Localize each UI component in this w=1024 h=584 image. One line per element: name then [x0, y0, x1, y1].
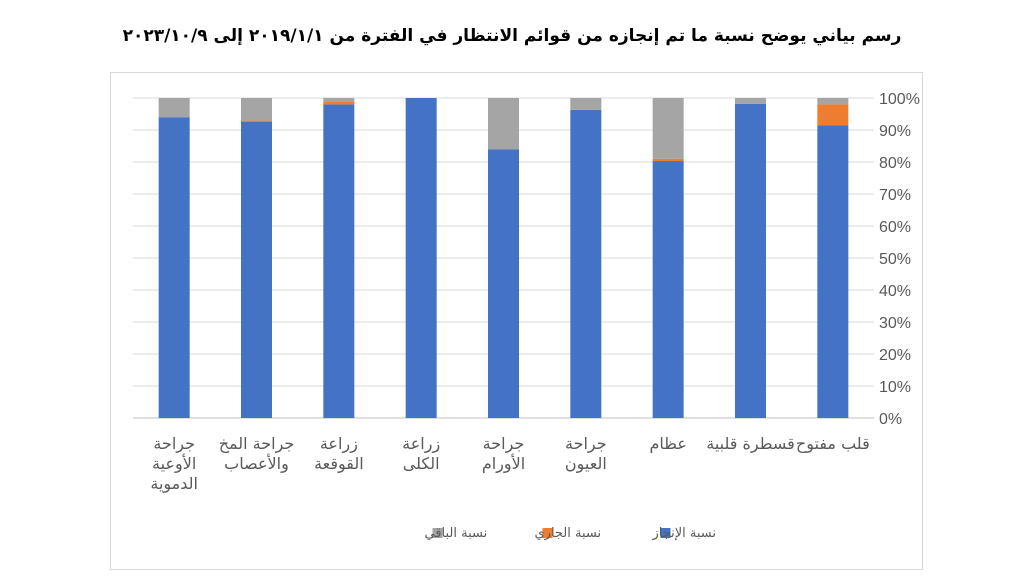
legend-label: نسبة الجاري [535, 526, 602, 541]
bar-segment-3 [817, 98, 849, 105]
y-tick-label: 50% [879, 251, 911, 268]
legend: نسبة الإنجاز نسبة الجاري نسبة الباقي [425, 526, 717, 541]
y-tick-label: 60% [879, 219, 911, 236]
x-axis-label: قلب مفتوح [796, 434, 870, 454]
x-axis-label: زراعة [320, 434, 358, 454]
x-axis-label: جراحة [153, 434, 195, 454]
bar-segment-3 [323, 98, 355, 102]
legend-swatch [660, 528, 671, 538]
bar-segment-3 [652, 98, 684, 159]
x-axis-label: الأورام [482, 453, 525, 474]
bars [158, 98, 849, 419]
x-axis-label: القوقعة [314, 454, 364, 474]
x-axis-label: جراحة [565, 434, 607, 454]
legend-swatch [432, 528, 443, 538]
bar-segment-3 [570, 98, 602, 110]
y-tick-label: 0% [879, 411, 902, 428]
bar-segment-1 [158, 117, 190, 418]
bar-segment-1 [323, 104, 355, 419]
legend-label: نسبة الباقي [425, 526, 488, 541]
x-axis-label: والأعصاب [224, 453, 289, 474]
bar-segment-1 [241, 122, 272, 418]
bar-segment-3 [158, 98, 190, 118]
x-axis-label: جراحة [483, 434, 525, 454]
bar-segment-1 [570, 109, 602, 418]
y-tick-label: 20% [879, 347, 911, 364]
chart-title: رسم بياني يوضح نسبة ما تم إنجازه من قوائ… [122, 26, 902, 46]
bar-segment-2 [323, 101, 355, 105]
bar-segment-1 [652, 161, 684, 418]
bar-segment-2 [817, 104, 849, 126]
bar-segment-3 [241, 98, 272, 121]
y-tick-label: 40% [879, 283, 911, 300]
bar-segment-1 [488, 149, 519, 418]
legend-label: نسبة الإنجاز [652, 526, 717, 541]
x-axis-label: قسطرة قلبية [706, 434, 795, 454]
x-axis-label: الدموية [150, 474, 198, 494]
legend-swatch [542, 528, 553, 538]
x-axis-label: عظام [649, 434, 686, 453]
chart-frame: 0% 10% 20% 30% 40% 50% 60% 70% 80% 90% 100% جراحة ا… [110, 72, 923, 570]
x-axis-label: جراحة المخ [219, 434, 295, 454]
x-axis-label: العيون [565, 454, 607, 474]
y-axis-ticks: 0% 10% 20% 30% 40% 50% 60% 70% 80% 90% 100% [879, 91, 920, 428]
bar-segment-1 [735, 103, 766, 418]
x-axis-label: الأوعية [152, 453, 196, 474]
bar-segment-3 [488, 98, 519, 150]
y-tick-label: 70% [879, 187, 911, 204]
x-axis-label: زراعة [402, 434, 440, 454]
y-tick-label: 30% [879, 315, 911, 332]
stacked-bar-chart: 0%10%20%30%40%50%60%70%80%90%100% جراحةا… [133, 91, 920, 541]
bar-segment-1 [405, 98, 437, 418]
x-axis-label: الكلى [403, 454, 440, 473]
y-tick-label: 80% [879, 155, 911, 172]
bar-segment-2 [241, 120, 272, 122]
bar-segment-3 [735, 98, 766, 104]
bar-segment-2 [652, 158, 684, 162]
y-tick-label: 10% [879, 379, 911, 396]
y-tick-label: 100% [879, 91, 920, 108]
bar-segment-1 [817, 125, 849, 418]
y-tick-label: 90% [879, 123, 911, 140]
